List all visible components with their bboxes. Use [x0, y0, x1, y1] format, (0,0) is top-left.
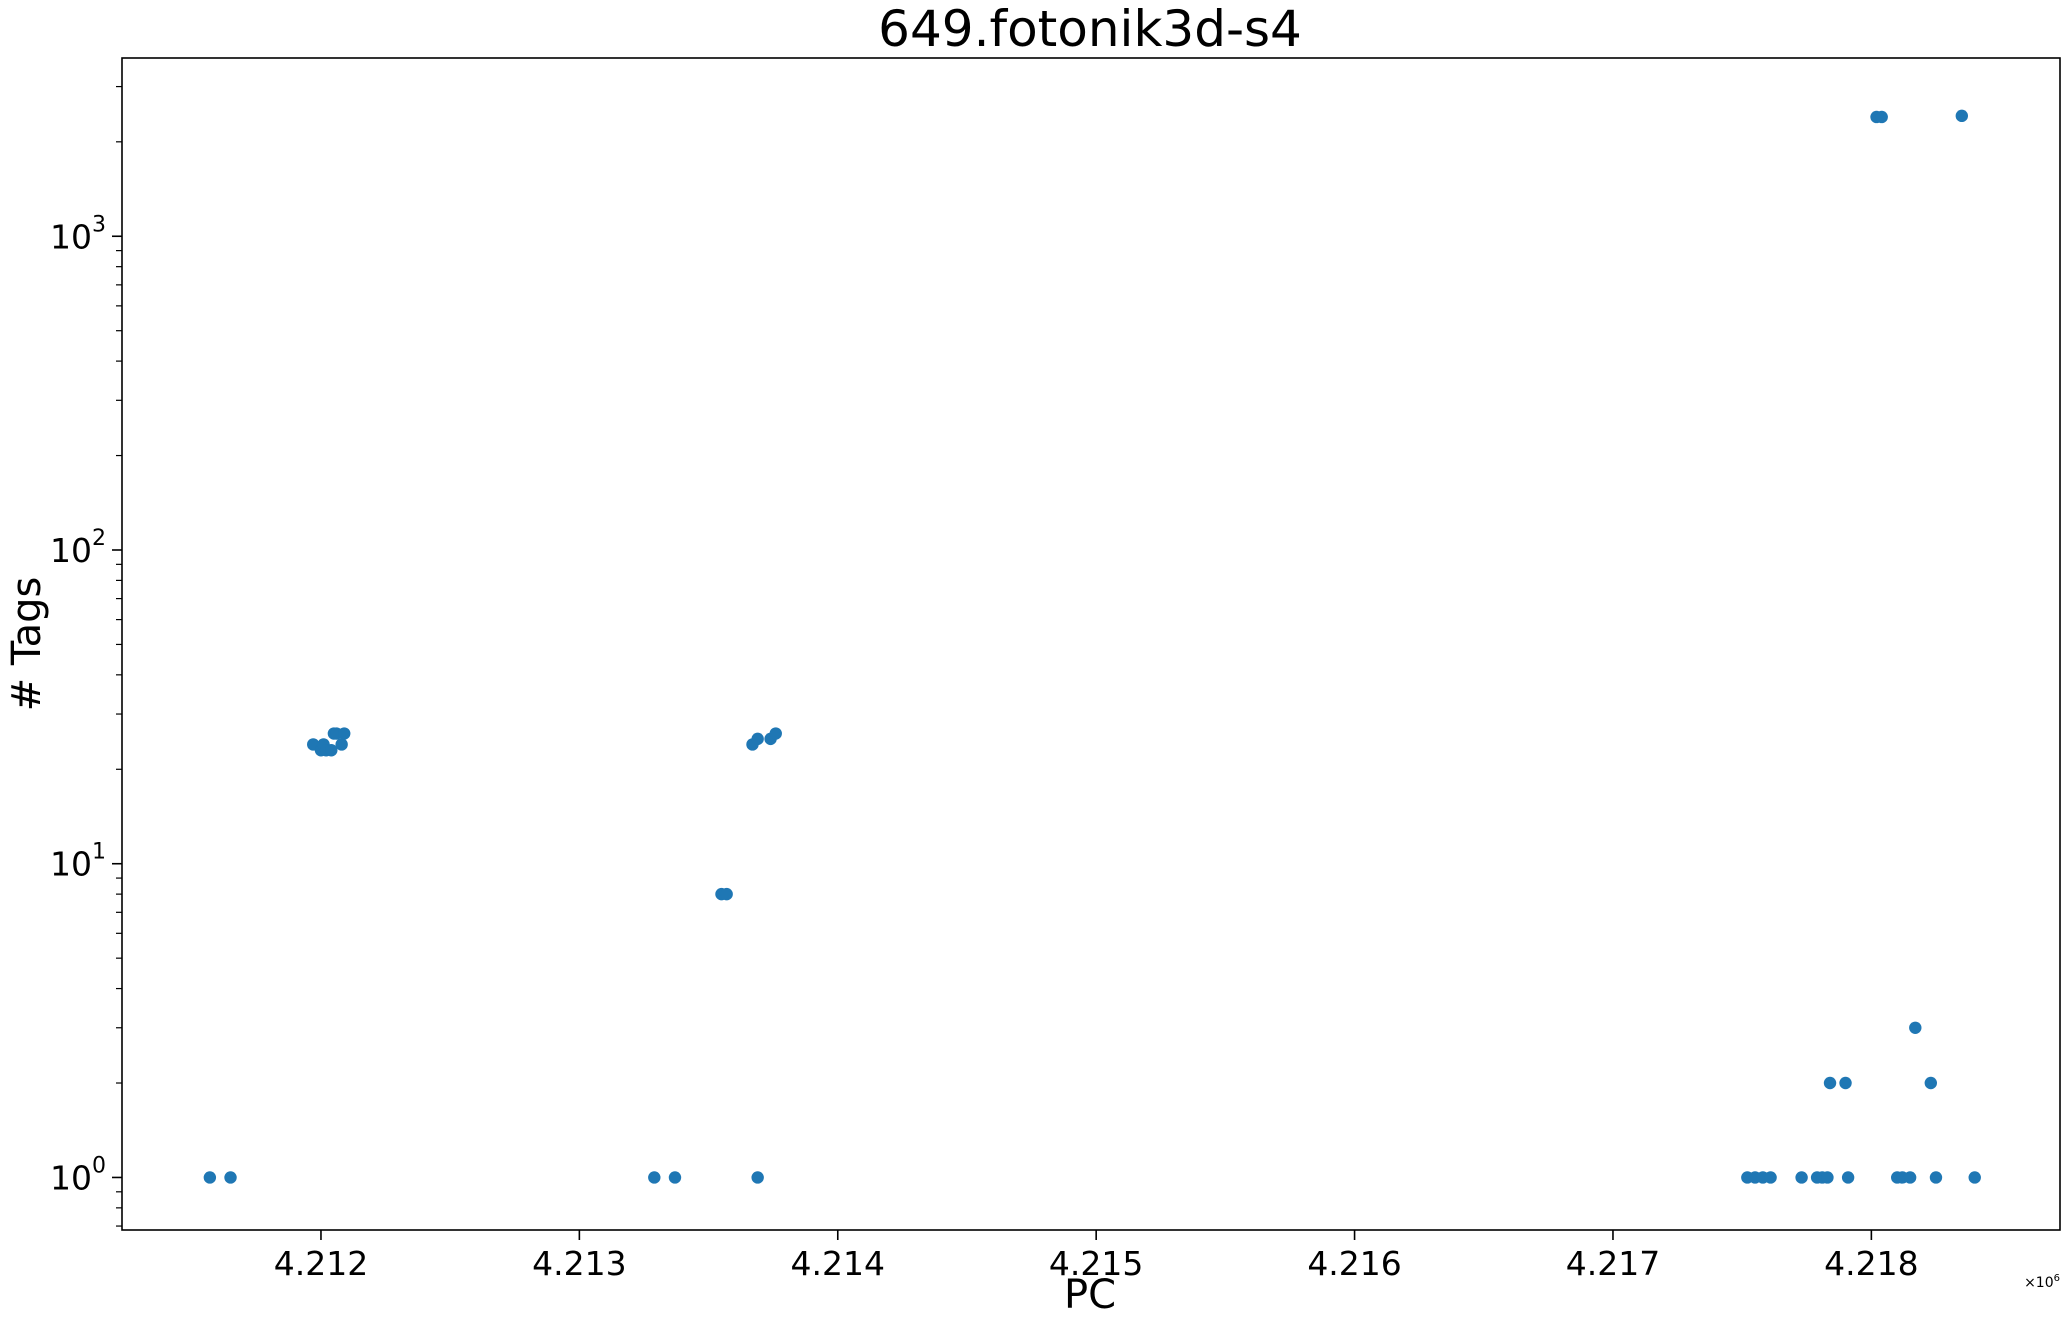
data-point	[1909, 1021, 1922, 1034]
y-tick-label-0: 100	[50, 1153, 106, 1197]
data-point	[1841, 1171, 1855, 1184]
data-point	[1924, 1076, 1938, 1090]
chart-title: 649.fotonik3d-s4	[878, 0, 1302, 58]
x-tick-label-1: 4.213	[532, 1244, 626, 1283]
data-point	[1929, 1171, 1943, 1184]
x-tick-label-3: 4.215	[1049, 1244, 1143, 1283]
y-axis-label: # Tags	[4, 577, 50, 712]
x-offset-label: ×106	[2024, 1273, 2060, 1291]
data-point	[648, 1171, 661, 1184]
x-axis-label: PC	[1064, 1272, 1116, 1318]
data-point	[335, 738, 348, 751]
data-point	[338, 727, 351, 740]
x-tick-label-0: 4.212	[274, 1244, 368, 1283]
y-tick-label-2: 102	[50, 526, 106, 570]
x-tick-label-5: 4.217	[1566, 1244, 1660, 1283]
x-tick-label-2: 4.214	[791, 1244, 885, 1283]
y-tick-label-1: 101	[50, 840, 106, 884]
data-point	[325, 744, 338, 757]
data-point	[1764, 1171, 1777, 1184]
plot-area-frame	[121, 57, 2061, 1231]
x-tick-label-4: 4.216	[1307, 1244, 1401, 1283]
data-point	[1903, 1171, 1917, 1184]
data-point	[224, 1171, 237, 1184]
data-point	[1839, 1076, 1852, 1090]
axis-ticks	[112, 85, 1873, 1240]
data-point	[720, 887, 733, 901]
data-point	[751, 732, 764, 746]
data-point	[1821, 1171, 1834, 1184]
data-points	[203, 109, 1981, 1184]
y-tick-label-3: 103	[50, 212, 106, 256]
x-tick-label-6: 4.218	[1824, 1244, 1918, 1283]
tick-labels: 4.212 4.213 4.214 4.215 4.216 4.217 4.218 100 10…	[50, 212, 1919, 1283]
data-point	[1968, 1171, 1981, 1184]
data-point	[1955, 109, 1969, 123]
data-point	[668, 1171, 682, 1184]
data-point	[203, 1171, 217, 1184]
data-point	[1795, 1171, 1808, 1184]
data-point	[1875, 110, 1888, 124]
data-point	[769, 727, 782, 740]
data-point	[751, 1171, 764, 1184]
data-point	[1823, 1076, 1837, 1090]
